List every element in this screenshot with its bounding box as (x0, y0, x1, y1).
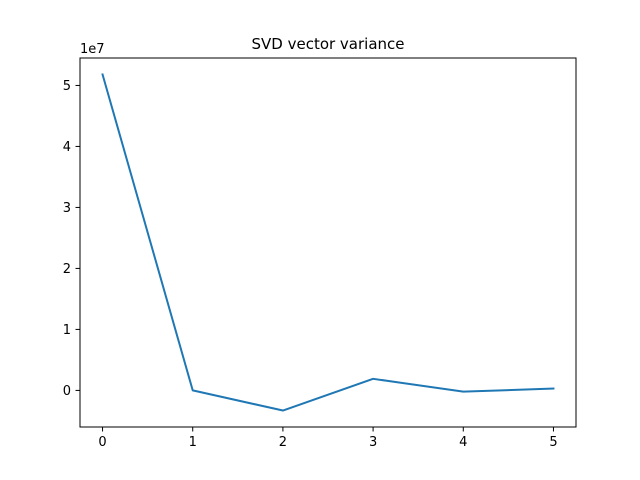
y-tick-label: 4 (63, 140, 71, 155)
y-axis-offset-label: 1e7 (80, 42, 105, 57)
x-tick-label: 3 (369, 435, 377, 450)
x-tick-label: 0 (98, 435, 106, 450)
chart-title: SVD vector variance (251, 35, 404, 53)
x-tick-label: 5 (549, 435, 557, 450)
plot-area: 0 1 2 3 4 5 0 1 2 3 4 5 (63, 57, 577, 450)
x-tick-label: 4 (459, 435, 467, 450)
axes-frame (79, 57, 577, 428)
y-tick-label: 3 (63, 201, 71, 216)
x-tick-label: 2 (279, 435, 287, 450)
series-line-0 (101, 73, 555, 412)
y-tick-label: 1 (63, 323, 71, 338)
y-tick-label: 0 (63, 384, 71, 399)
y-tick-label: 2 (63, 262, 71, 277)
y-tick-label: 5 (63, 79, 71, 94)
x-tick-label: 1 (189, 435, 197, 450)
